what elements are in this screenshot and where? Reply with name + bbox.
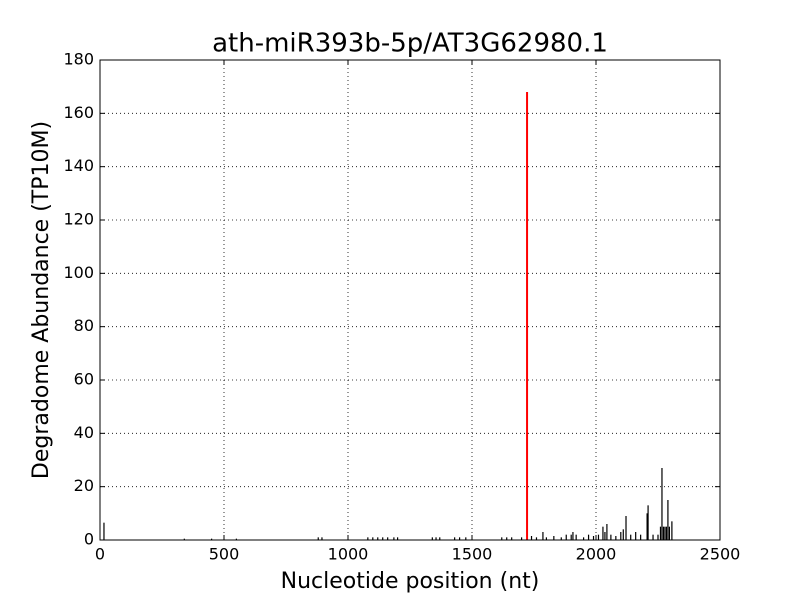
chart-title: ath-miR393b-5p/AT3G62980.1: [212, 29, 608, 59]
y-tick-label: 20: [74, 476, 94, 495]
x-axis-label: Nucleotide position (nt): [281, 569, 540, 594]
x-tick-label: 1500: [452, 545, 493, 564]
y-tick-label: 40: [74, 423, 94, 442]
y-tick-label: 80: [74, 316, 94, 335]
x-tick-label: 2000: [576, 545, 617, 564]
x-tick-label: 1000: [328, 545, 369, 564]
y-axis-label: Degradome Abundance (TP10M): [29, 121, 54, 479]
y-tick-label: 0: [84, 530, 94, 549]
x-tick-label: 0: [95, 545, 105, 564]
y-tick-label: 140: [63, 156, 94, 175]
y-tick-label: 120: [63, 210, 94, 229]
x-tick-label: 500: [209, 545, 240, 564]
plot-frame: [99, 59, 721, 541]
y-tick-label: 160: [63, 103, 94, 122]
y-tick-label: 60: [74, 370, 94, 389]
y-tick-label: 180: [63, 50, 94, 69]
x-tick-label: 2500: [700, 545, 741, 564]
y-tick-label: 100: [63, 263, 94, 282]
